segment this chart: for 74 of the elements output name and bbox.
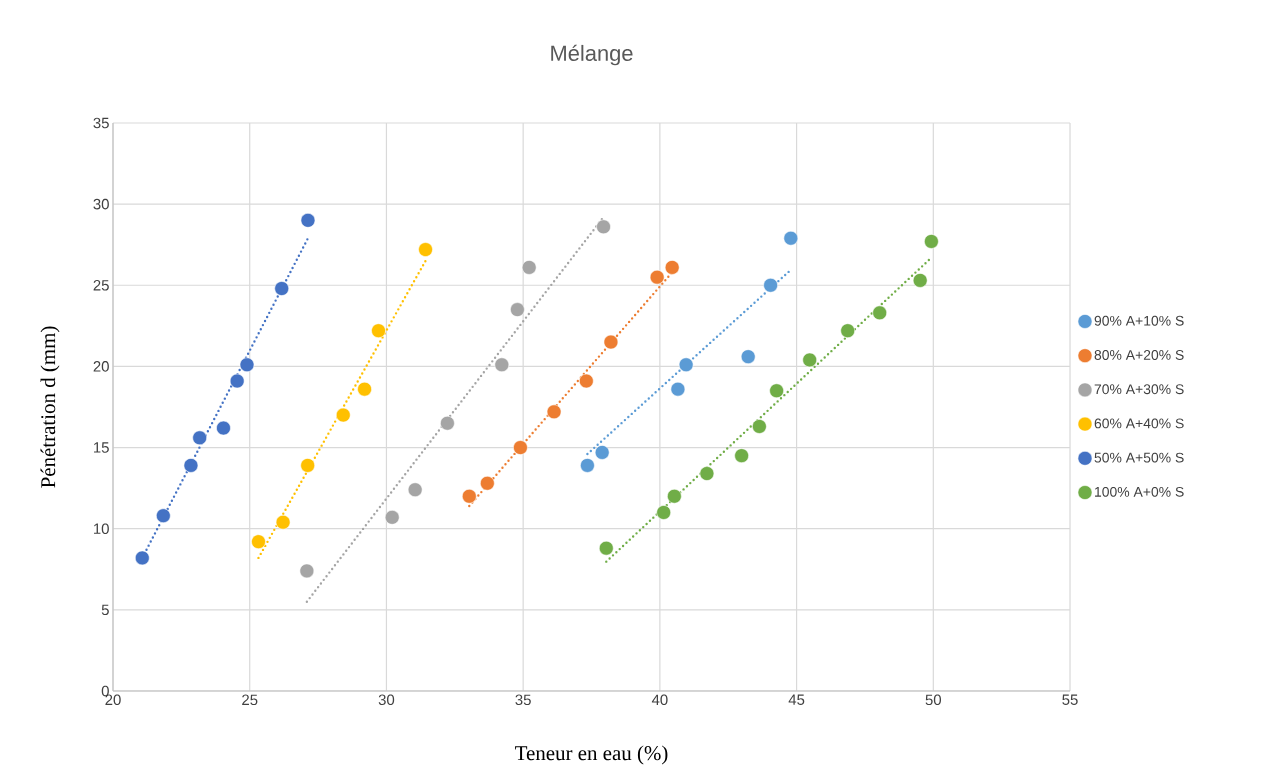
x-tick-label: 25 bbox=[242, 694, 258, 706]
x-tick-label: 30 bbox=[378, 694, 395, 706]
point bbox=[872, 305, 888, 321]
point bbox=[594, 445, 610, 460]
point bbox=[802, 352, 818, 368]
point bbox=[924, 234, 939, 249]
legend-label: 50% A+50% S bbox=[1094, 452, 1184, 463]
point bbox=[480, 475, 495, 491]
x-tick-label: 45 bbox=[788, 694, 805, 705]
point bbox=[763, 277, 778, 293]
point bbox=[418, 242, 433, 257]
x-tick-label: 40 bbox=[651, 694, 668, 706]
point bbox=[521, 260, 537, 275]
point bbox=[649, 269, 665, 285]
point bbox=[407, 482, 423, 498]
point bbox=[384, 510, 400, 525]
point bbox=[670, 381, 686, 397]
point bbox=[596, 219, 611, 235]
y-tick-label: 15 bbox=[94, 442, 109, 453]
point bbox=[664, 260, 680, 275]
point bbox=[678, 357, 694, 373]
point bbox=[300, 458, 315, 473]
point bbox=[912, 273, 928, 288]
point bbox=[335, 407, 351, 423]
point bbox=[229, 373, 245, 389]
point bbox=[598, 540, 614, 556]
legend-label: 100% A+0% S bbox=[1095, 486, 1184, 497]
y-tick-label: 35 bbox=[93, 117, 109, 129]
legend-label: 60% A+40% S bbox=[1094, 418, 1184, 429]
x-tick-label: 35 bbox=[515, 694, 531, 706]
x-tick-label: 55 bbox=[1062, 694, 1078, 705]
y-tick-label: 20 bbox=[93, 361, 109, 372]
point bbox=[656, 505, 671, 520]
y-tick-label: 10 bbox=[94, 523, 109, 534]
y-tick-label: 30 bbox=[93, 198, 109, 210]
point bbox=[580, 458, 595, 473]
point bbox=[156, 508, 171, 524]
y-tick-label: 25 bbox=[93, 279, 109, 291]
point bbox=[183, 458, 199, 473]
point bbox=[192, 430, 207, 446]
point bbox=[216, 420, 231, 436]
y-tick-label: 5 bbox=[101, 604, 109, 616]
legend-label: 70% A+30% S bbox=[1094, 384, 1184, 395]
point bbox=[371, 323, 386, 339]
point bbox=[300, 213, 316, 228]
x-axis-title: Teneur en eau (%) bbox=[515, 745, 668, 765]
point bbox=[239, 357, 255, 373]
legend-label: 90% A+10% S bbox=[1094, 315, 1184, 326]
point bbox=[769, 383, 784, 399]
point bbox=[274, 281, 290, 296]
point bbox=[494, 357, 510, 373]
point bbox=[740, 349, 756, 364]
point bbox=[667, 488, 682, 504]
point bbox=[579, 373, 594, 389]
point bbox=[299, 563, 315, 579]
point bbox=[840, 323, 856, 339]
point bbox=[603, 334, 619, 350]
point bbox=[513, 440, 528, 455]
point bbox=[510, 302, 525, 317]
point bbox=[251, 534, 266, 549]
point bbox=[275, 514, 291, 530]
legend-label: 80% A+20% S bbox=[1094, 350, 1184, 360]
point bbox=[440, 415, 455, 431]
chart-title: Mélange bbox=[551, 44, 633, 66]
x-tick-label: 50 bbox=[925, 694, 942, 706]
point bbox=[546, 404, 562, 420]
point bbox=[461, 488, 477, 504]
point bbox=[357, 381, 372, 397]
point bbox=[734, 448, 749, 463]
point bbox=[752, 419, 767, 434]
point bbox=[134, 550, 150, 566]
point bbox=[783, 230, 799, 246]
y-axis-title: Pénétration d (mm) bbox=[40, 326, 60, 488]
point bbox=[699, 466, 715, 481]
